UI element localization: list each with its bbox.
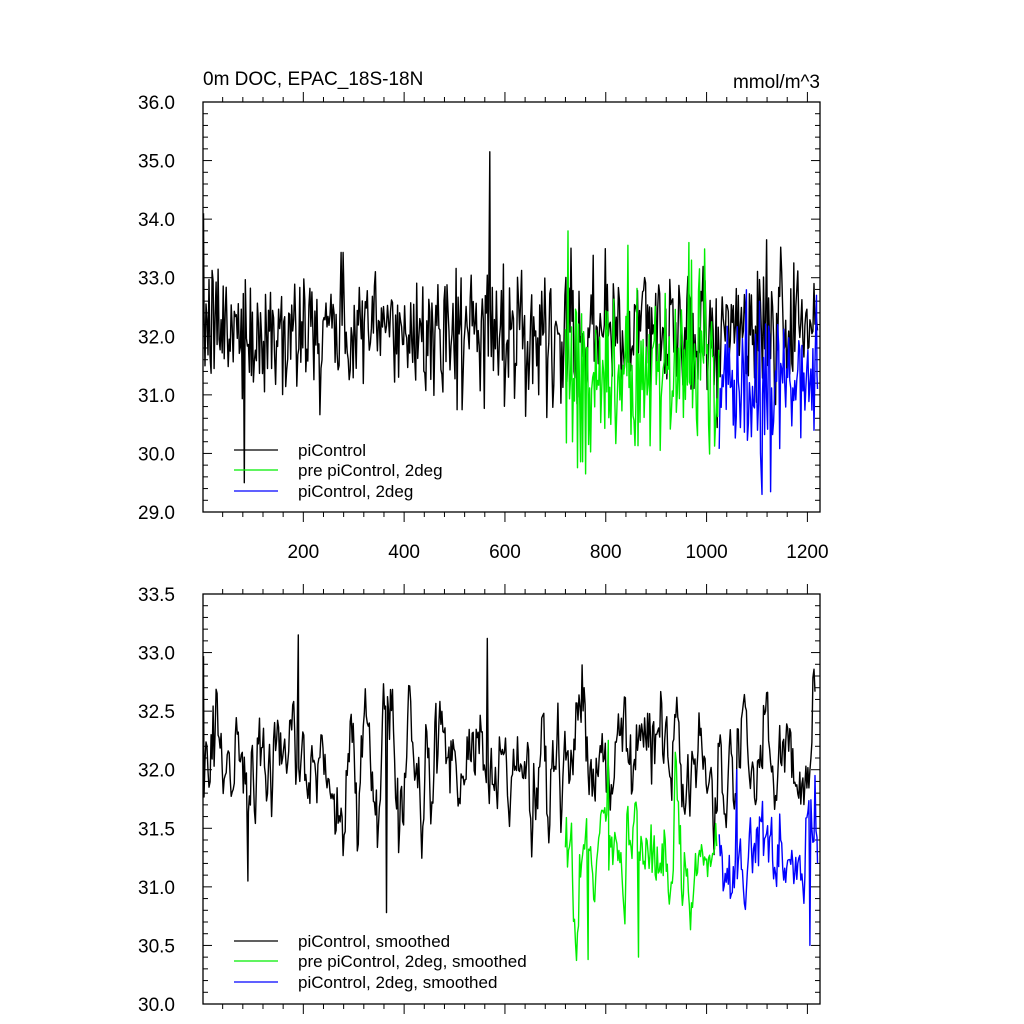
top-panel: 0m DOC, EPAC_18S-18N mmol/m^3 29.0 30.0 31… (138, 69, 829, 563)
bottom-y-tick-label: 30.5 (138, 936, 175, 957)
legend-label-pre-picontrol-2deg: pre piControl, 2deg (298, 461, 443, 480)
legend-label-picontrol-smoothed: piControl, smoothed (298, 932, 450, 951)
top-plot-frame (202, 101, 821, 513)
series-line-picontrol (202, 151, 819, 484)
top-y-tick-label: 35.0 (138, 152, 175, 173)
top-y-tick-label: 29.0 (138, 503, 175, 524)
bottom-legend: piControl, smoothed pre piControl, 2deg,… (234, 932, 527, 992)
top-chart-title: 0m DOC, EPAC_18S-18N (203, 69, 423, 90)
bottom-panel: 30.0 30.5 31.0 31.5 32.0 32.5 33.0 33.5 piContr… (138, 584, 821, 1016)
top-y-tick-labels: 29.0 30.0 31.0 32.0 33.0 34.0 35.0 36.0 (138, 93, 175, 524)
bottom-plot-frame (202, 593, 821, 1005)
series-line-pre-picontrol-2deg-smoothed (564, 739, 718, 962)
top-x-tick-label: 200 (287, 542, 319, 563)
legend-label-pre-picontrol-2deg-smoothed: pre piControl, 2deg, smoothed (298, 952, 527, 971)
top-x-tick-label: 1200 (786, 542, 828, 563)
bottom-y-tick-label: 31.0 (138, 878, 175, 899)
bottom-y-tick-label: 33.0 (138, 644, 175, 665)
top-y-tick-label: 36.0 (138, 93, 175, 114)
top-x-tick-labels: 200 400 600 800 1000 1200 (287, 542, 828, 563)
top-y-tick-label: 31.0 (138, 386, 175, 407)
top-x-tick-label: 800 (590, 542, 622, 563)
series-line-picontrol-2deg-smoothed (718, 769, 819, 947)
top-x-tick-label: 600 (489, 542, 521, 563)
series-line-pre-picontrol-2deg (564, 230, 720, 475)
top-x-tick-label: 1000 (685, 542, 727, 563)
series-line-picontrol-smoothed (202, 634, 816, 914)
bottom-y-tick-label: 33.5 (138, 585, 175, 606)
top-y-tick-label: 30.0 (138, 444, 175, 465)
top-series-group (202, 151, 819, 496)
bottom-series-group (202, 634, 819, 962)
top-y-tick-label: 34.0 (138, 210, 175, 231)
legend-label-picontrol: piControl (298, 441, 366, 460)
legend-label-picontrol-2deg-smoothed: piControl, 2deg, smoothed (298, 973, 497, 992)
top-axis-ticks (203, 92, 820, 522)
bottom-y-tick-label: 31.5 (138, 819, 175, 840)
bottom-y-tick-labels: 30.0 30.5 31.0 31.5 32.0 32.5 33.0 33.5 (138, 585, 175, 1016)
top-y-tick-label: 33.0 (138, 269, 175, 290)
series-line-picontrol-2deg (718, 289, 819, 496)
bottom-y-tick-label: 32.5 (138, 702, 175, 723)
legend-label-picontrol-2deg: piControl, 2deg (298, 482, 413, 501)
top-legend: piControl pre piControl, 2deg piControl,… (234, 441, 443, 501)
bottom-y-tick-label: 30.0 (138, 995, 175, 1016)
top-chart-units: mmol/m^3 (733, 72, 820, 93)
top-y-tick-label: 32.0 (138, 327, 175, 348)
top-x-tick-label: 400 (388, 542, 420, 563)
bottom-y-tick-label: 32.0 (138, 761, 175, 782)
